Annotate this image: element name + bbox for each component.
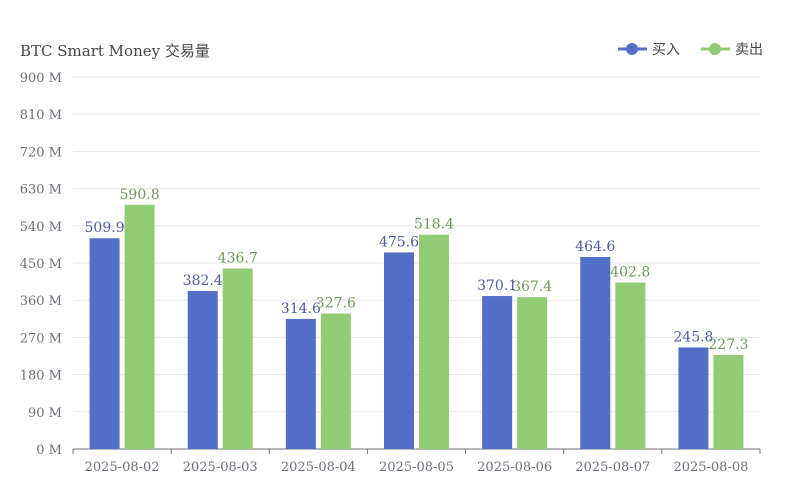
- data-label: 464.6: [575, 239, 615, 255]
- y-tick-label: 180 M: [20, 369, 62, 384]
- grid-lines: [73, 76, 760, 413]
- data-label: 245.8: [673, 329, 713, 345]
- data-labels: 509.9 382.4 314.6 475.6 370.1 464.6 245.8 590.8…: [85, 187, 749, 353]
- bar-buy[interactable]: [187, 290, 218, 449]
- bar-sell[interactable]: [222, 268, 253, 449]
- x-tick-label: 2025-08-05: [379, 460, 454, 475]
- bar-sell[interactable]: [320, 313, 351, 449]
- bar-buy[interactable]: [89, 238, 120, 449]
- data-label: 382.4: [183, 273, 223, 289]
- data-label: 402.8: [610, 265, 650, 281]
- x-tick-label: 2025-08-08: [673, 460, 748, 475]
- legend-label: 买入: [652, 42, 680, 58]
- y-tick-label: 630 M: [20, 183, 62, 198]
- x-tick-label: 2025-08-07: [575, 460, 650, 475]
- data-label: 314.6: [281, 301, 321, 317]
- data-label: 590.8: [120, 187, 160, 203]
- data-label: 327.6: [316, 296, 356, 312]
- bars: [89, 204, 744, 449]
- legend-marker: [709, 43, 721, 55]
- y-tick-label: 360 M: [20, 294, 62, 309]
- y-tick-label: 540 M: [20, 220, 62, 235]
- legend-marker: [626, 43, 638, 55]
- legend-label: 卖出: [735, 42, 763, 58]
- y-tick-label: 810 M: [20, 108, 62, 123]
- bar-sell[interactable]: [615, 282, 646, 449]
- x-tick-label: 2025-08-04: [281, 460, 356, 475]
- y-tick-label: 90 M: [28, 406, 62, 421]
- data-label: 227.3: [708, 337, 748, 353]
- y-tick-label: 270 M: [20, 331, 62, 346]
- y-tick-label: 720 M: [20, 145, 62, 160]
- bar-buy[interactable]: [384, 252, 414, 449]
- y-tick-label: 900 M: [20, 71, 62, 86]
- y-tick-label: 450 M: [20, 257, 62, 272]
- y-axis: 0 M 90 M 180 M 270 M 360 M 450 M 540 M 630 M 720…: [20, 71, 62, 458]
- data-label: 475.6: [379, 234, 419, 250]
- bar-sell[interactable]: [419, 234, 449, 449]
- legend[interactable]: 买入 卖出: [618, 42, 763, 58]
- legend-item-sell[interactable]: 卖出: [701, 42, 763, 58]
- bar-sell[interactable]: [124, 204, 155, 449]
- data-label: 518.4: [414, 217, 454, 233]
- chart-title: BTC Smart Money 交易量: [20, 42, 210, 60]
- legend-item-buy[interactable]: 买入: [618, 42, 680, 58]
- x-tick-label: 2025-08-02: [85, 460, 160, 475]
- data-label: 367.4: [512, 279, 552, 295]
- x-axis: 2025-08-02 2025-08-03 2025-08-04 2025-08-05…: [72, 448, 761, 475]
- bar-buy[interactable]: [285, 318, 316, 449]
- bar-buy[interactable]: [678, 347, 709, 449]
- bar-buy[interactable]: [482, 296, 513, 449]
- bar-buy[interactable]: [580, 256, 611, 449]
- bar-sell[interactable]: [713, 355, 744, 449]
- x-tick-label: 2025-08-03: [183, 460, 258, 475]
- bar-sell[interactable]: [517, 297, 548, 449]
- data-label: 509.9: [85, 220, 125, 236]
- y-tick-label: 0 M: [36, 443, 62, 458]
- data-label: 370.1: [477, 278, 517, 294]
- data-label: 436.7: [218, 250, 258, 266]
- x-tick-label: 2025-08-06: [477, 460, 552, 475]
